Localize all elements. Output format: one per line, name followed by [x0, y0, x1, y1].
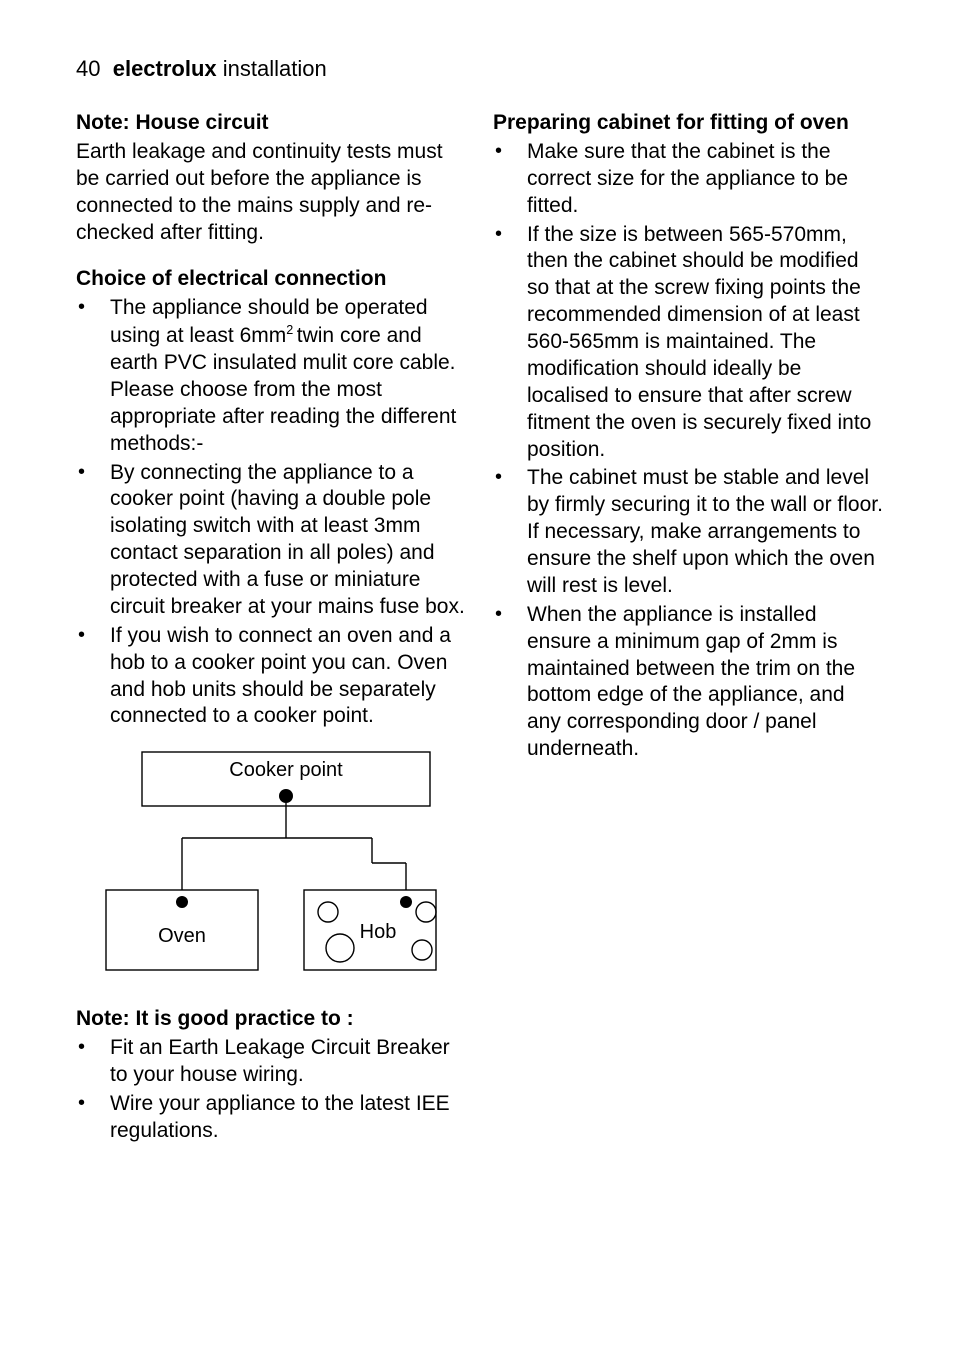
content-columns: Note: House circuit Earth leakage and co…	[76, 110, 884, 1165]
list-item: By connecting the appliance to a cooker …	[76, 460, 467, 621]
page-number: 40	[76, 56, 100, 81]
choice-list: The appliance should be operated using a…	[76, 295, 467, 730]
list-item: When the appliance is installed ensure a…	[493, 602, 884, 763]
prep-heading: Preparing cabinet for fitting of oven	[493, 110, 884, 137]
oven-label: Oven	[158, 925, 206, 947]
hob-label: Hob	[360, 921, 397, 943]
list-item: Make sure that the cabinet is the correc…	[493, 139, 884, 220]
list-item: The cabinet must be stable and level by …	[493, 465, 884, 599]
good-practice-list: Fit an Earth Leakage Circuit Breaker to …	[76, 1035, 467, 1145]
prep-list: Make sure that the cabinet is the correc…	[493, 139, 884, 763]
list-item: Wire your appliance to the latest IEE re…	[76, 1091, 467, 1145]
list-item: If the size is between 565-570mm, then t…	[493, 222, 884, 464]
list-item: Fit an Earth Leakage Circuit Breaker to …	[76, 1035, 467, 1089]
page-header: 40 electrolux installation	[76, 56, 884, 82]
cooker-label: Cooker point	[229, 759, 343, 781]
note-house-circuit-heading: Note: House circuit	[76, 110, 467, 137]
list-item: The appliance should be operated using a…	[76, 295, 467, 457]
left-column: Note: House circuit Earth leakage and co…	[76, 110, 467, 1165]
good-practice-heading: Note: It is good practice to :	[76, 1006, 467, 1033]
note-house-circuit-body: Earth leakage and continuity tests must …	[76, 139, 467, 247]
section-name: installation	[223, 56, 327, 81]
brand-name: electrolux	[113, 56, 217, 81]
choice-heading: Choice of electrical connection	[76, 266, 467, 293]
right-column: Preparing cabinet for fitting of oven Ma…	[493, 110, 884, 1165]
wiring-diagram: Cooker point Oven	[76, 750, 467, 980]
list-item: If you wish to connect an oven and a hob…	[76, 623, 467, 731]
